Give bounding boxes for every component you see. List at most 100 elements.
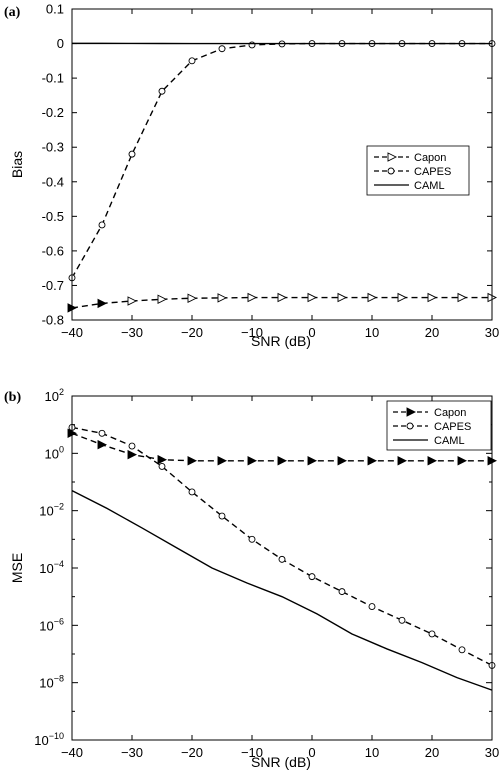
panel-a-y-tick-label: -0.8 bbox=[42, 313, 64, 328]
data-point-capon-b bbox=[247, 456, 258, 466]
panel-a-x-tick-label: 0 bbox=[308, 325, 315, 340]
panel-b-x-axis-title: SNR (dB) bbox=[251, 754, 311, 770]
data-point-capes-b bbox=[218, 512, 226, 520]
panel-a-y-axis-title: Bias bbox=[9, 151, 25, 178]
data-point-capon-b bbox=[307, 456, 318, 466]
legend-label-caml-b: CAML bbox=[434, 435, 465, 447]
data-point-capes-b bbox=[428, 630, 436, 638]
data-point-capon-b bbox=[157, 454, 168, 465]
legend-label-capon: Capon bbox=[414, 152, 446, 164]
data-point-capes bbox=[98, 221, 106, 229]
panel-a-y-tick-label: -0.3 bbox=[42, 140, 64, 155]
panel-a-y-tick-label: -0.4 bbox=[42, 174, 64, 189]
legend-entry-capes-b: CAPES bbox=[393, 421, 471, 433]
panel-b-x-tick-label: 20 bbox=[425, 745, 439, 760]
panel-b-y-tick-label: 102 bbox=[45, 387, 64, 404]
legend-label-capes-b: CAPES bbox=[434, 421, 471, 433]
panel-b-y-tick-label: 10−2 bbox=[39, 502, 64, 519]
panel-b-x-tick-label: −30 bbox=[121, 745, 143, 760]
panel-b-y-tick-label: 10−8 bbox=[39, 674, 64, 691]
legend-label-capon-b: Capon bbox=[434, 407, 466, 419]
data-point-capes-b bbox=[188, 488, 196, 496]
data-point-capes-b bbox=[398, 616, 406, 624]
panel-b-x-tick-label: 0 bbox=[308, 745, 315, 760]
data-point-capon bbox=[397, 292, 408, 303]
legend-label-caml: CAML bbox=[414, 180, 445, 192]
panel-a-ticks: −40 −30 −20 −10 0 10 20 30 0.1 0 -0.1 -0.2 -0.3 -0.4 -… bbox=[42, 2, 500, 341]
data-point-capon bbox=[277, 292, 288, 303]
legend-entry-caml: CAML bbox=[374, 180, 445, 192]
panel-a-y-tick-label: -0.5 bbox=[42, 209, 64, 224]
data-point-capes-b bbox=[128, 442, 136, 450]
data-point-capon-b bbox=[127, 449, 138, 460]
data-point-capes bbox=[158, 87, 166, 95]
data-point-capon bbox=[97, 298, 108, 309]
panel-a-x-tick-label: −10 bbox=[241, 325, 263, 340]
panel-a-x-tick-label: −40 bbox=[61, 325, 83, 340]
panel-a-y-tick-label: 0 bbox=[57, 36, 64, 51]
legend-entry-capon: Capon bbox=[374, 152, 446, 164]
panel-a-bias-chart: (a) Bias SNR (dB) −40 −30 −20 −10 0 10 20 30 0.1… bbox=[4, 2, 499, 350]
data-point-capes-b bbox=[308, 573, 316, 581]
panel-b-y-tick-label: 10−4 bbox=[39, 559, 64, 576]
data-point-capon-b bbox=[217, 456, 228, 466]
data-point-capes-b bbox=[158, 462, 166, 470]
data-point-capon bbox=[457, 292, 468, 303]
panel-b-y-tick-label: 10−10 bbox=[34, 731, 64, 748]
legend-marker-capon bbox=[387, 152, 398, 162]
legend-entry-capes: CAPES bbox=[374, 166, 451, 178]
panel-a-x-tick-label: 30 bbox=[485, 325, 499, 340]
series-line-caml-b bbox=[71, 490, 493, 691]
panel-a-y-tick-label: 0.1 bbox=[46, 2, 64, 17]
data-point-capes-b bbox=[368, 603, 376, 611]
data-point-capes-b bbox=[278, 555, 286, 563]
panel-a-y-tick-label: -0.6 bbox=[42, 243, 64, 258]
panel-b-x-tick-label: −40 bbox=[61, 745, 83, 760]
data-point-capes-b bbox=[248, 535, 256, 543]
panel-a-x-tick-label: 20 bbox=[425, 325, 439, 340]
data-point-capon bbox=[367, 292, 378, 303]
panel-b-series bbox=[67, 423, 498, 691]
panel-b-mse-chart: (b) MSE SNR (dB) −40 −30 −20 −10 0 10 20 30 102 1… bbox=[4, 387, 499, 770]
data-point-capes bbox=[188, 57, 196, 65]
legend-marker-capon-b bbox=[406, 407, 417, 417]
data-point-capes-b bbox=[458, 646, 466, 654]
panel-b-y-tick-label: 100 bbox=[45, 444, 64, 461]
data-point-capes bbox=[218, 45, 226, 53]
panel-a-y-tick-label: -0.2 bbox=[42, 105, 64, 120]
panel-b-x-tick-label: 30 bbox=[485, 745, 499, 760]
legend-entry-capon-b: Capon bbox=[393, 407, 466, 419]
data-point-capon bbox=[337, 292, 348, 303]
panel-b-x-tick-label: −10 bbox=[241, 745, 263, 760]
panel-a-label: (a) bbox=[4, 5, 21, 20]
panel-a-series bbox=[67, 40, 498, 313]
panel-a-legend: Capon CAPES CAML bbox=[366, 145, 470, 196]
panel-a-y-tick-label: -0.7 bbox=[42, 278, 64, 293]
data-point-capon-b bbox=[187, 456, 198, 466]
panel-b-legend: Capon CAPES CAML bbox=[386, 400, 492, 451]
data-point-capon bbox=[187, 293, 198, 303]
panel-b-label: (b) bbox=[4, 390, 21, 405]
data-point-capon bbox=[217, 293, 228, 303]
data-point-capes bbox=[128, 150, 136, 158]
panel-b-x-tick-label: 10 bbox=[365, 745, 379, 760]
legend-entry-caml-b: CAML bbox=[393, 435, 465, 447]
data-point-capon-b bbox=[397, 456, 408, 466]
data-point-capes-b bbox=[338, 588, 346, 596]
panel-a-x-tick-label: −20 bbox=[181, 325, 203, 340]
data-point-capon-b bbox=[427, 456, 438, 466]
panel-b-y-tick-label: 10−6 bbox=[39, 616, 64, 633]
panel-b-x-tick-label: −20 bbox=[181, 745, 203, 760]
legend-label-capes: CAPES bbox=[414, 166, 451, 178]
data-point-capon-b bbox=[367, 456, 378, 466]
panel-b-y-axis-title: MSE bbox=[9, 553, 25, 583]
panel-a-y-tick-label: -0.1 bbox=[42, 71, 64, 86]
data-point-capes-b bbox=[98, 429, 106, 437]
legend-marker-capes-b bbox=[406, 422, 414, 430]
panel-b-ticks: −40 −30 −20 −10 0 10 20 30 102 100 10−2 10−4 10−6 10−… bbox=[34, 387, 499, 760]
data-point-capon-b bbox=[277, 456, 288, 466]
data-point-capon-b bbox=[337, 456, 348, 466]
panel-a-x-tick-label: 10 bbox=[365, 325, 379, 340]
legend-marker-capes bbox=[387, 167, 395, 175]
panel-a-plot-frame bbox=[71, 8, 493, 321]
